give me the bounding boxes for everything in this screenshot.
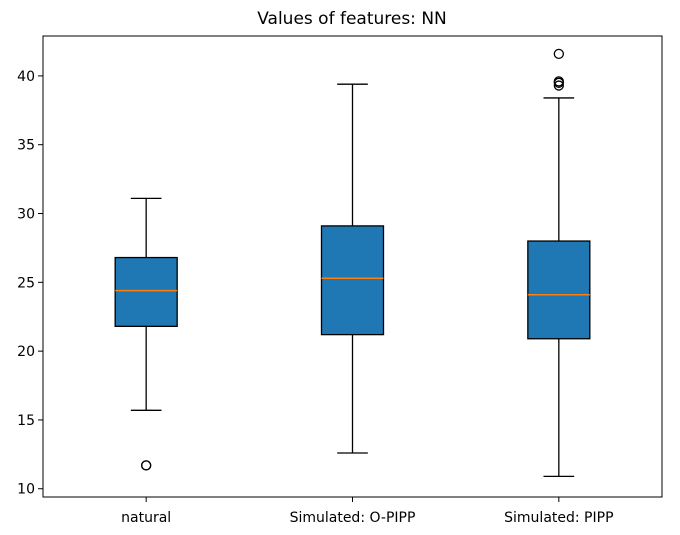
- x-axis: natural Simulated: O-PIPP Simulated: PIPP: [121, 497, 614, 526]
- box-iqr: [320, 225, 385, 336]
- y-tick-label: 10: [17, 482, 35, 498]
- y-tick-label: 25: [17, 275, 35, 291]
- outlier-point: [553, 76, 564, 87]
- y-tick-label: 15: [17, 413, 35, 429]
- x-tick-label: Simulated: O-PIPP: [290, 510, 416, 526]
- outlier-point: [141, 460, 152, 471]
- plot-area: [114, 48, 591, 478]
- x-tick-label: Simulated: PIPP: [504, 510, 613, 526]
- x-tick-label: natural: [121, 510, 171, 526]
- box-iqr: [527, 240, 591, 340]
- chart-title: Values of features: NN: [257, 9, 447, 29]
- y-axis: 10 15 20 25 30 35 40: [17, 69, 43, 498]
- outlier-point: [553, 80, 564, 91]
- y-tick-label: 30: [17, 207, 35, 223]
- box-group: [114, 197, 178, 471]
- y-tick-label: 35: [17, 138, 35, 154]
- y-tick-label: 20: [17, 344, 35, 360]
- box-group: [320, 83, 385, 454]
- y-tick-label: 40: [17, 69, 35, 85]
- outlier-point: [553, 48, 564, 60]
- box-group: [527, 48, 591, 478]
- box-iqr: [114, 256, 178, 328]
